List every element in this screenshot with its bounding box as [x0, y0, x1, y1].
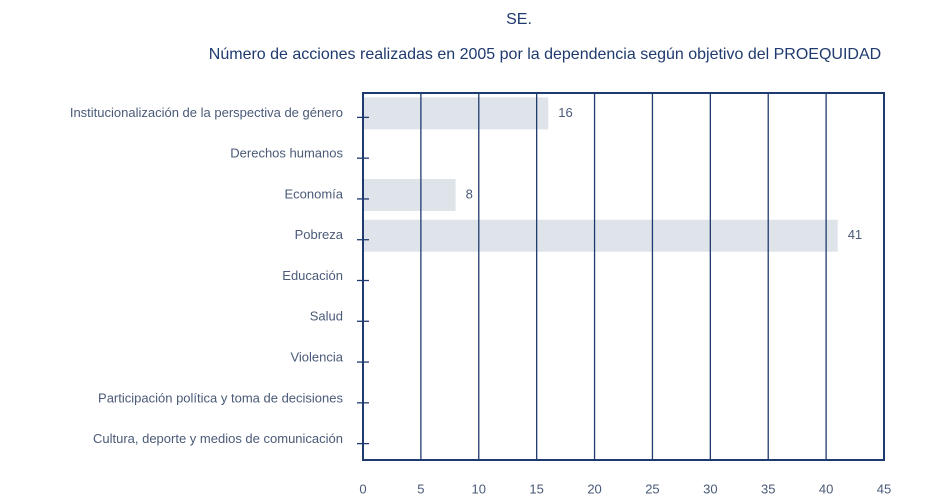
x-tick-label: 25 — [645, 481, 659, 496]
bar — [363, 97, 549, 130]
x-tick-label: 20 — [587, 481, 601, 496]
chart-title: SE. — [506, 11, 532, 28]
x-tick-label: 0 — [359, 481, 366, 496]
y-tick-label: Economía — [284, 186, 343, 201]
x-tick-label: 5 — [417, 481, 424, 496]
data-label: 16 — [558, 105, 572, 120]
y-tick-label: Salud — [310, 309, 343, 324]
bar — [363, 178, 456, 211]
x-tick-label: 30 — [703, 481, 717, 496]
y-tick-label: Institucionalización de la perspectiva d… — [70, 105, 343, 120]
y-tick-label: Pobreza — [295, 227, 344, 242]
x-tick-label: 35 — [761, 481, 775, 496]
y-tick-label: Cultura, deporte y medios de comunicació… — [93, 431, 343, 446]
y-tick-label: Violencia — [290, 349, 343, 364]
x-tick-label: 40 — [819, 481, 833, 496]
chart-subtitle: Número de acciones realizadas en 2005 po… — [209, 46, 881, 63]
y-tick-label: Educación — [282, 268, 343, 283]
plot-frame — [362, 92, 885, 461]
x-tick-label: 10 — [472, 481, 486, 496]
data-label: 8 — [466, 186, 473, 201]
data-label: 41 — [848, 227, 862, 242]
y-tick-label: Derechos humanos — [230, 146, 343, 161]
y-tick-label: Participación política y toma de decisio… — [98, 390, 343, 405]
bar — [363, 219, 838, 252]
x-tick-label: 45 — [877, 481, 891, 496]
x-tick-label: 15 — [529, 481, 543, 496]
